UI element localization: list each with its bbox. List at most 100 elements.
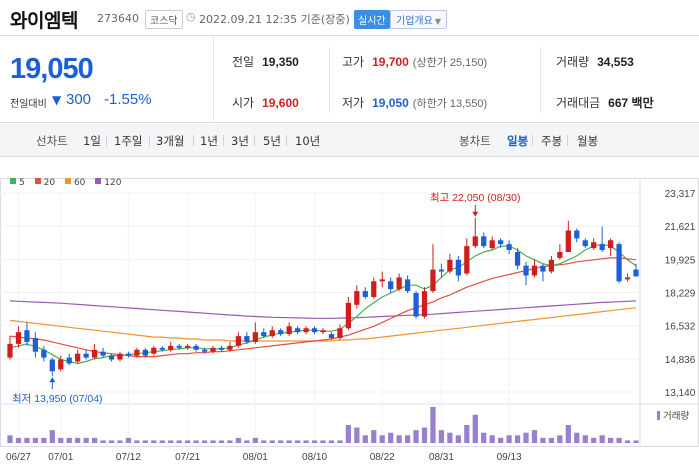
stock-code: 273640 xyxy=(97,12,139,25)
candle-body xyxy=(269,330,275,337)
candle-body xyxy=(396,277,402,290)
volume-bar xyxy=(548,437,555,443)
candle-body xyxy=(531,265,538,276)
candle-body xyxy=(218,347,225,350)
x-tick-label: 08/31 xyxy=(429,452,454,463)
tab-1d[interactable]: 1일 xyxy=(83,134,101,148)
volume-bar xyxy=(151,440,157,443)
divider xyxy=(540,47,541,113)
volume-bar xyxy=(438,430,445,443)
ma-line-120 xyxy=(9,300,637,319)
volume-bar xyxy=(252,437,258,443)
company-overview-label: 기업개요 xyxy=(396,16,433,27)
x-tick-label: 08/22 xyxy=(370,452,395,463)
legend-ma5: 5 xyxy=(10,178,25,188)
divider xyxy=(286,135,287,146)
candle-body xyxy=(320,330,326,333)
x-tick-label: 07/21 xyxy=(175,452,200,463)
candle-body xyxy=(117,353,123,360)
candle-body xyxy=(371,281,377,297)
candle-body xyxy=(514,251,521,266)
candle-body xyxy=(345,302,352,329)
volume-bar xyxy=(32,437,39,443)
volume-bar xyxy=(15,437,22,443)
change-label: 전일대비 xyxy=(10,99,47,110)
candle-body xyxy=(481,236,487,247)
low-arrow-head xyxy=(49,377,56,383)
x-tick-label: 07/12 xyxy=(116,452,141,463)
candle-body xyxy=(278,330,284,335)
volume-bar xyxy=(159,440,165,443)
tab-10y[interactable]: 10년 xyxy=(295,134,321,148)
divider xyxy=(193,135,194,146)
candle-body xyxy=(599,244,605,251)
x-tick-label: 06/27 xyxy=(6,452,31,463)
volume-bar xyxy=(396,435,402,443)
candle-body xyxy=(311,328,318,333)
low-annotation: 최저 13,950 (07/04) xyxy=(12,393,103,405)
stock-name: 와이엠텍 xyxy=(10,10,78,32)
candle-body xyxy=(354,291,360,305)
candle-body xyxy=(472,236,478,247)
ma-line-60 xyxy=(9,307,637,342)
legend-ma60: 60 xyxy=(64,178,85,188)
candle-body xyxy=(24,330,30,342)
candle-body xyxy=(159,347,165,350)
tab-monthly[interactable]: 월봉 xyxy=(577,134,599,148)
tab-5y[interactable]: 5년 xyxy=(263,134,281,148)
volume-bar xyxy=(49,430,55,443)
tab-3m[interactable]: 3개월 xyxy=(156,134,185,148)
volume-bar xyxy=(185,440,191,443)
volume-bar xyxy=(557,435,563,443)
candle-body xyxy=(32,338,39,352)
dropdown-caret-icon: ▼ xyxy=(434,17,441,26)
realtime-badge[interactable]: 실시간 xyxy=(354,10,390,29)
candle-body xyxy=(108,355,115,360)
stock-header: 와이엠텍 273640 코스닥 ◷ 2022.09.21 12:35 기준(장중… xyxy=(0,0,699,36)
candle-body xyxy=(404,279,411,292)
volume-bar xyxy=(616,437,622,443)
volume-bar xyxy=(58,437,64,443)
y-tick-label: 21,621 xyxy=(665,222,696,233)
candle-body xyxy=(41,349,47,358)
current-price: 19,050 xyxy=(10,53,94,85)
tab-daily[interactable]: 일봉 xyxy=(507,134,529,148)
candle-body xyxy=(565,230,571,252)
volume-bar xyxy=(337,440,343,443)
candle-body xyxy=(151,347,157,354)
candle-body xyxy=(286,326,292,335)
ma-line-5 xyxy=(9,243,637,365)
price-chart[interactable]: 23,317 21,621 19,925 18,229 16,532 14,836 13,1… xyxy=(0,178,699,468)
volume-bar xyxy=(218,440,225,443)
volume-bar xyxy=(176,440,182,443)
tab-weekly[interactable]: 주봉 xyxy=(541,134,563,148)
volume-bar xyxy=(278,440,284,443)
volume: 거래량 34,553 xyxy=(556,55,634,69)
volume-bar xyxy=(66,437,72,443)
volume-bar xyxy=(41,437,47,443)
tab-1y[interactable]: 1년 xyxy=(200,134,218,148)
volume-bar xyxy=(523,432,529,443)
volume-bar xyxy=(379,435,385,443)
volume-bar xyxy=(498,437,504,443)
tab-1w[interactable]: 1주일 xyxy=(114,134,143,148)
volume-bar xyxy=(413,430,419,443)
candle-body xyxy=(244,336,250,342)
candle-body xyxy=(379,279,385,282)
volume-bar xyxy=(633,440,639,443)
candle-body xyxy=(83,353,89,358)
change-percent: -1.55% xyxy=(104,91,152,108)
candle-body xyxy=(185,345,191,348)
candle-body xyxy=(455,259,461,276)
volume-bar xyxy=(91,437,98,443)
candle-body xyxy=(134,349,140,356)
tab-3y[interactable]: 3년 xyxy=(231,134,249,148)
volume-bar xyxy=(311,440,318,443)
candle-body xyxy=(303,328,309,333)
timestamp: 2022.09.21 12:35 기준(장중) xyxy=(199,13,350,26)
change-value: 300 xyxy=(66,91,92,108)
candle-body xyxy=(438,269,445,272)
candle-body xyxy=(421,291,428,317)
line-chart-label: 선차트 xyxy=(36,134,68,148)
company-overview-button[interactable]: 기업개요 ▼ xyxy=(390,10,447,29)
